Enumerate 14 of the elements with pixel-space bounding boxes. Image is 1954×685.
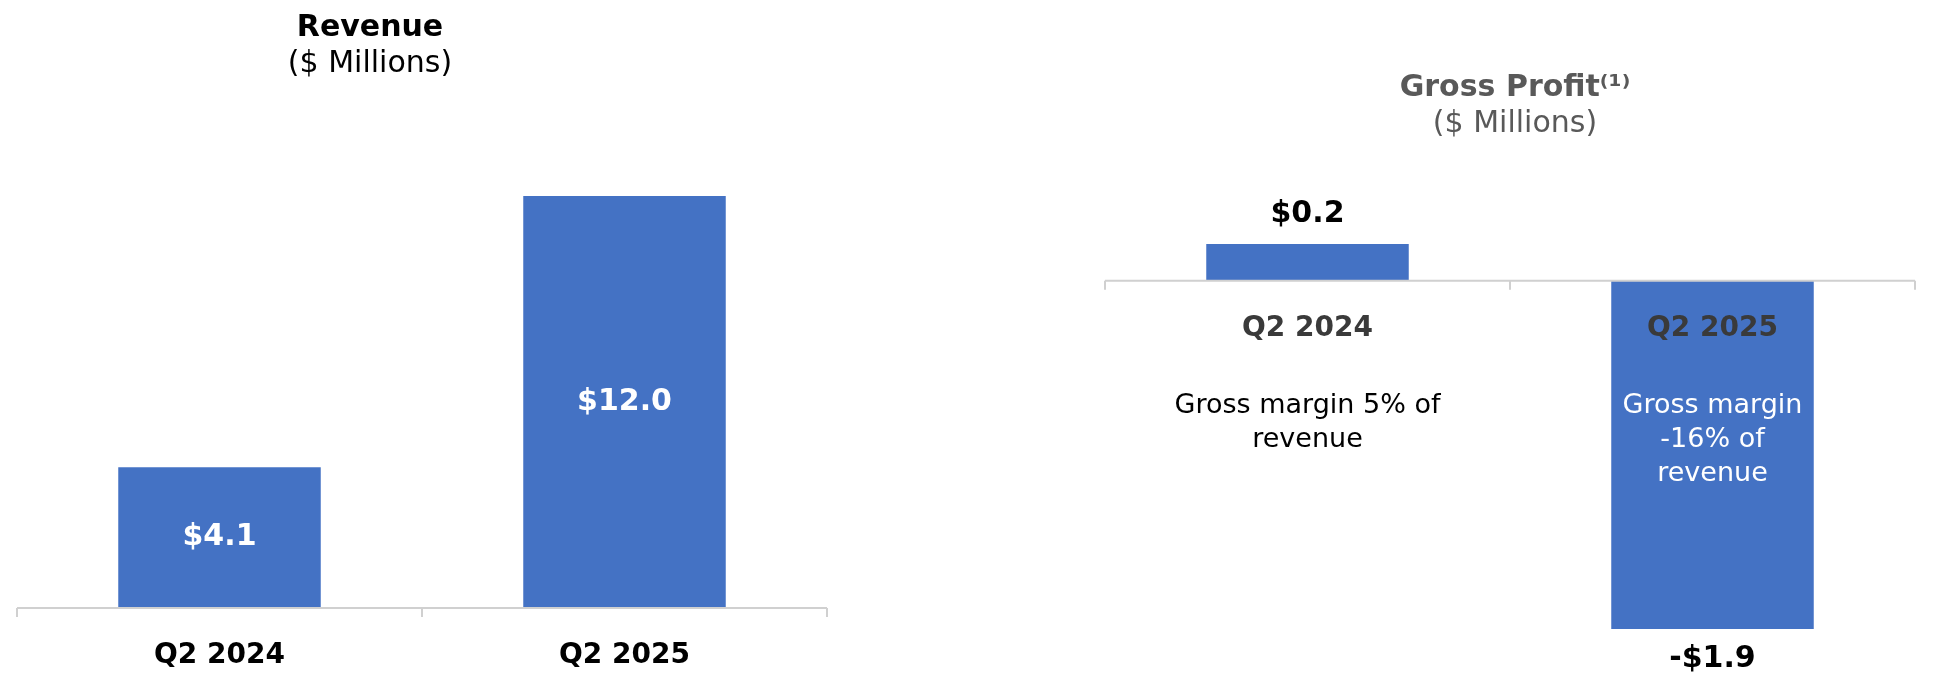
data-label: -$1.9 xyxy=(1669,638,1756,674)
data-label: $4.1 xyxy=(182,517,257,553)
chart-subtitle: ($ Millions) xyxy=(1432,104,1598,139)
data-label: $0.2 xyxy=(1270,193,1345,229)
x-tick-label: Q2 2025 xyxy=(1647,309,1778,343)
x-tick-label: Q2 2024 xyxy=(1242,309,1373,343)
chart-title: Revenue xyxy=(295,8,445,44)
x-tick-label: Q2 2025 xyxy=(559,637,690,671)
data-label: $12.0 xyxy=(577,381,672,417)
annotation: Gross margin 5% of revenue xyxy=(1174,387,1442,453)
x-tick-label: Q2 2024 xyxy=(154,637,285,671)
chart-title: Gross Profit⁽¹⁾ xyxy=(1398,68,1632,104)
annotation: Gross margin -16% of revenue xyxy=(1622,387,1803,487)
chart-subtitle: ($ Millions) xyxy=(287,44,453,79)
